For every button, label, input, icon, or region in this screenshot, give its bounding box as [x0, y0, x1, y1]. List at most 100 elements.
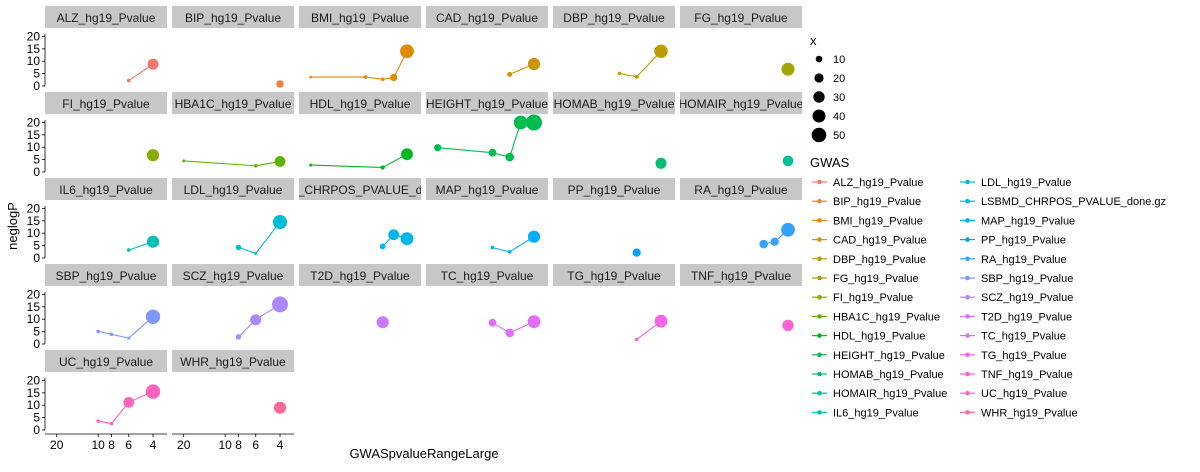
- data-point: [254, 252, 258, 255]
- data-point: [309, 75, 313, 79]
- color-legend-item: ALZ_hg19_Pvalue: [812, 177, 924, 189]
- color-legend-dot: [817, 410, 822, 415]
- color-legend-dot: [965, 352, 970, 358]
- color-legend-label: LSBMD_CHRPOS_PVALUE_done.gz: [981, 196, 1166, 208]
- color-legend-label: HOMAB_hg19_Pvalue: [833, 369, 944, 381]
- color-legend-label: TG_hg19_Pvalue: [981, 350, 1067, 362]
- facet-label: SCZ_hg19_Pvalue: [183, 269, 284, 283]
- series-line: [183, 160, 281, 167]
- facet-strip: [45, 264, 167, 286]
- facet-panel: FG_hg19_Pvalue: [680, 6, 802, 76]
- data-point: [527, 57, 541, 71]
- facet-strip: [426, 178, 548, 200]
- data-point: [309, 163, 313, 167]
- data-point: [182, 159, 186, 163]
- data-point: [654, 314, 668, 328]
- data-point: [526, 114, 542, 131]
- facet-panel: BMI_hg19_Pvalue: [299, 6, 421, 82]
- color-legend-label: WHR_hg19_Pvalue: [981, 407, 1078, 419]
- y-tick-label: 10: [27, 312, 41, 326]
- color-legend-dot: [965, 294, 970, 300]
- color-legend-item: HEIGHT_hg19_Pvalue: [812, 350, 945, 362]
- series-line: [238, 221, 281, 255]
- facet-strip: [172, 264, 294, 286]
- facet-label: DBP_hg19_Pvalue: [563, 11, 665, 25]
- facet-strip: [299, 264, 421, 286]
- facet-label: T2D_hg19_Pvalue: [310, 269, 410, 283]
- color-legend-label: CAD_hg19_Pvalue: [833, 235, 927, 247]
- color-legend-item: WHR_hg19_Pvalue: [960, 407, 1078, 419]
- size-legend-key: [814, 73, 824, 83]
- data-point: [146, 235, 160, 248]
- facet-label: HOMAIR_hg19_Pvalue: [679, 97, 804, 111]
- color-legend-label: MAP_hg19_Pvalue: [981, 215, 1075, 227]
- facet-strip: [172, 178, 294, 200]
- color-legend-title: GWAS: [810, 155, 850, 170]
- color-legend-label: T2D_hg19_Pvalue: [981, 311, 1072, 323]
- facet-strip: [45, 6, 167, 28]
- y-tick-label: 20: [27, 201, 41, 215]
- color-legend-item: HBA1C_hg19_Pvalue: [812, 311, 940, 323]
- facet-strip: [553, 264, 675, 286]
- series-line: [98, 391, 154, 425]
- data-point: [96, 419, 100, 423]
- color-legend-dot: [965, 371, 970, 377]
- color-legend-label: UC_hg19_Pvalue: [981, 388, 1067, 400]
- color-legend-dot: [817, 275, 822, 281]
- data-point: [488, 318, 497, 327]
- color-legend-label: PP_hg19_Pvalue: [981, 235, 1066, 247]
- facet-panel: ALZ_hg19_Pvalue: [45, 6, 167, 83]
- color-legend-item: BMI_hg19_Pvalue: [812, 215, 923, 227]
- color-legend-item: BIP_hg19_Pvalue: [812, 196, 921, 208]
- y-tick-label: 20: [27, 115, 41, 129]
- facet-panel: BIP_hg19_Pvalue: [172, 6, 294, 88]
- y-tick-label: 15: [27, 42, 41, 56]
- facet-strip: [45, 178, 167, 200]
- series-line: [492, 236, 535, 253]
- color-legend-label: RA_hg19_Pvalue: [981, 254, 1067, 266]
- data-point: [272, 296, 288, 313]
- size-legend-label: 10: [833, 54, 845, 66]
- color-legend-label: ALZ_hg19_Pvalue: [833, 177, 924, 189]
- data-point: [126, 248, 131, 252]
- color-legend-dot: [965, 198, 970, 204]
- size-legend-key: [811, 127, 827, 143]
- x-tick-label: 4: [277, 438, 284, 452]
- size-legend-label: 20: [833, 73, 845, 85]
- data-point: [655, 157, 667, 169]
- facet-label: HEIGHT_hg19_Pvalue: [426, 97, 548, 111]
- data-point: [276, 80, 284, 88]
- data-point: [781, 62, 795, 76]
- facet-panels: ALZ_hg19_Pvalue BIP_hg19_Pvalue BMI_hg19_P…: [45, 6, 804, 426]
- y-tick-label: 5: [33, 239, 40, 253]
- color-legend-dot: [817, 371, 822, 377]
- facet-strip: [299, 178, 421, 200]
- x-tick-label: 8: [235, 438, 242, 452]
- y-tick-label: 5: [33, 153, 40, 167]
- facet-panel: HOMAB_hg19_Pvalue: [553, 92, 675, 169]
- facet-label: IL6_hg19_Pvalue: [59, 183, 153, 197]
- facet-panel: RA_hg19_Pvalue: [680, 178, 802, 249]
- facet-panel: LDL_hg19_Pvalue: [172, 178, 294, 255]
- color-legend-item: DBP_hg19_Pvalue: [812, 254, 926, 266]
- x-tick-label: 6: [252, 438, 259, 452]
- data-point: [272, 215, 288, 230]
- facet-strip: [299, 92, 421, 114]
- data-point: [770, 237, 779, 246]
- facet-label: UC_hg19_Pvalue: [59, 355, 153, 369]
- data-point: [253, 164, 258, 168]
- facet-label: FI_hg19_Pvalue: [62, 97, 150, 111]
- color-legend-label: LDL_hg19_Pvalue: [981, 177, 1072, 189]
- facet-strip: [553, 178, 675, 200]
- x-tick-label: 20: [177, 438, 191, 452]
- data-point: [505, 152, 514, 162]
- facet-strip: [172, 350, 294, 372]
- facet-label: SBP_hg19_Pvalue: [56, 269, 157, 283]
- color-legend-label: BIP_hg19_Pvalue: [833, 196, 921, 208]
- color-legend-item: LSBMD_CHRPOS_PVALUE_done.gz: [960, 196, 1166, 208]
- color-legend-label: HBA1C_hg19_Pvalue: [833, 311, 940, 323]
- color-legend-item: MAP_hg19_Pvalue: [960, 215, 1075, 227]
- data-point: [127, 336, 131, 340]
- data-point: [759, 239, 768, 249]
- color-legend-dot: [965, 333, 970, 338]
